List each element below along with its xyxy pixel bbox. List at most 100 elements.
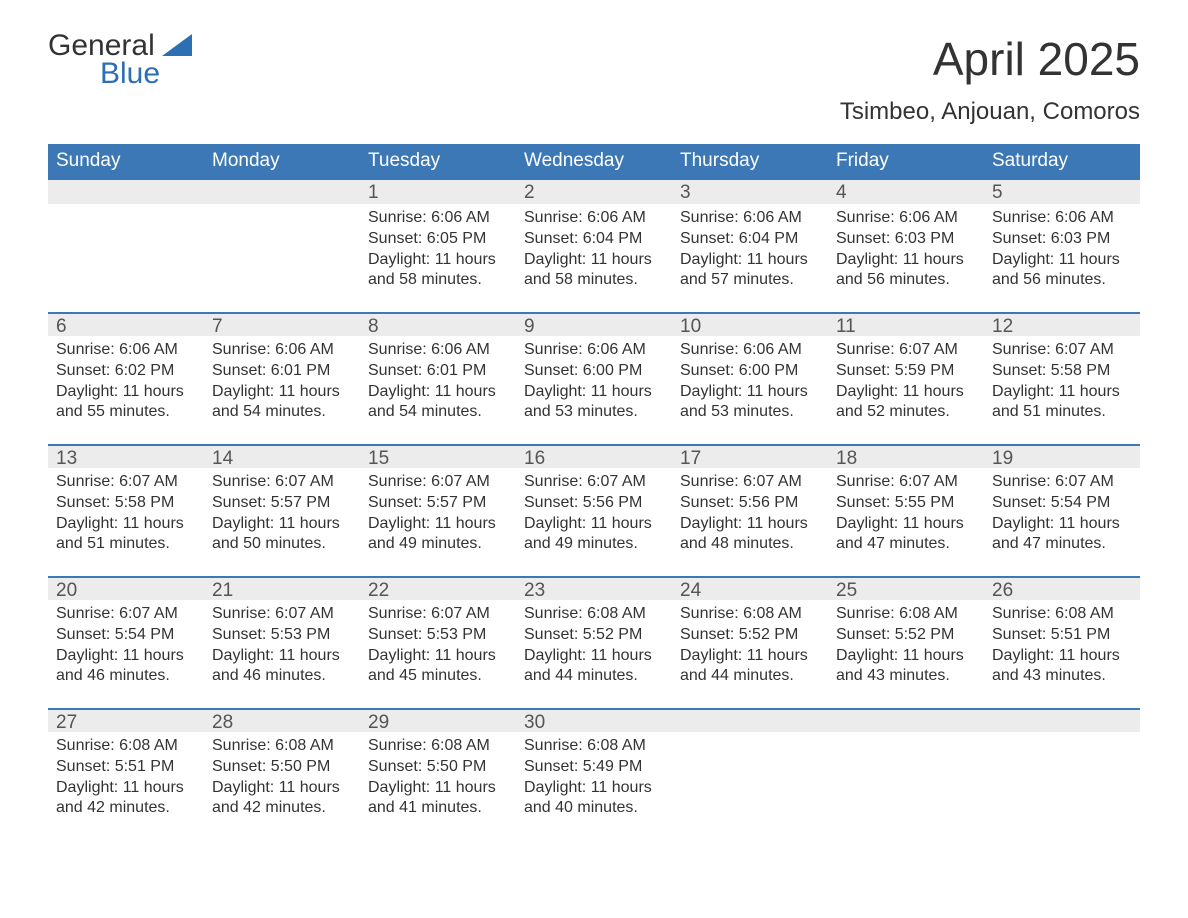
location: Tsimbeo, Anjouan, Comoros: [840, 98, 1140, 126]
day-cell: Sunrise: 6:07 AMSunset: 5:58 PMDaylight:…: [48, 468, 204, 576]
logo-word2: Blue: [100, 57, 160, 91]
day-cell: Sunrise: 6:07 AMSunset: 5:56 PMDaylight:…: [672, 468, 828, 576]
day-number: 28: [204, 710, 360, 732]
day-details: Sunrise: 6:07 AMSunset: 5:53 PMDaylight:…: [204, 600, 360, 687]
sunrise-text: Sunrise: 6:07 AM: [836, 472, 978, 493]
sunrise-text: Sunrise: 6:06 AM: [212, 340, 354, 361]
weekday-header: Sunday: [48, 144, 204, 180]
day-number: 14: [204, 446, 360, 468]
weekday-header: Tuesday: [360, 144, 516, 180]
day-cell: [984, 732, 1140, 840]
daylight-text: Daylight: 11 hours and 49 minutes.: [524, 514, 666, 556]
day-cell: Sunrise: 6:07 AMSunset: 5:54 PMDaylight:…: [984, 468, 1140, 576]
day-details: [984, 732, 1140, 736]
day-number: 11: [828, 314, 984, 336]
daylight-text: Daylight: 11 hours and 46 minutes.: [212, 646, 354, 688]
day-number: 8: [360, 314, 516, 336]
day-number: 3: [672, 180, 828, 204]
day-number: 4: [828, 180, 984, 204]
sunrise-text: Sunrise: 6:07 AM: [212, 604, 354, 625]
sunrise-text: Sunrise: 6:07 AM: [992, 472, 1134, 493]
sunset-text: Sunset: 6:04 PM: [680, 229, 822, 250]
sunrise-text: Sunrise: 6:06 AM: [680, 340, 822, 361]
sunrise-text: Sunrise: 6:06 AM: [368, 208, 510, 229]
daylight-text: Daylight: 11 hours and 58 minutes.: [524, 250, 666, 292]
day-number: 23: [516, 578, 672, 600]
daylight-text: Daylight: 11 hours and 43 minutes.: [992, 646, 1134, 688]
day-details: [828, 732, 984, 736]
day-details: Sunrise: 6:06 AMSunset: 6:00 PMDaylight:…: [516, 336, 672, 423]
day-number: 26: [984, 578, 1140, 600]
sunset-text: Sunset: 6:00 PM: [524, 361, 666, 382]
sunset-text: Sunset: 5:50 PM: [368, 757, 510, 778]
day-details: Sunrise: 6:07 AMSunset: 5:56 PMDaylight:…: [672, 468, 828, 555]
sunset-text: Sunset: 5:51 PM: [56, 757, 198, 778]
day-details: Sunrise: 6:06 AMSunset: 6:04 PMDaylight:…: [672, 204, 828, 291]
day-number: 7: [204, 314, 360, 336]
day-number: 24: [672, 578, 828, 600]
day-details: Sunrise: 6:08 AMSunset: 5:51 PMDaylight:…: [984, 600, 1140, 687]
weekday-header-row: SundayMondayTuesdayWednesdayThursdayFrid…: [48, 144, 1140, 180]
day-number: 25: [828, 578, 984, 600]
weekday-header: Monday: [204, 144, 360, 180]
sunrise-text: Sunrise: 6:07 AM: [212, 472, 354, 493]
day-number: 12: [984, 314, 1140, 336]
day-number: 27: [48, 710, 204, 732]
day-details: [204, 204, 360, 208]
daylight-text: Daylight: 11 hours and 49 minutes.: [368, 514, 510, 556]
day-details: Sunrise: 6:06 AMSunset: 6:02 PMDaylight:…: [48, 336, 204, 423]
day-details: Sunrise: 6:06 AMSunset: 6:01 PMDaylight:…: [360, 336, 516, 423]
sunset-text: Sunset: 5:59 PM: [836, 361, 978, 382]
sunrise-text: Sunrise: 6:07 AM: [680, 472, 822, 493]
day-cell: Sunrise: 6:07 AMSunset: 5:57 PMDaylight:…: [204, 468, 360, 576]
day-number: 22: [360, 578, 516, 600]
sunset-text: Sunset: 5:51 PM: [992, 625, 1134, 646]
day-details: Sunrise: 6:08 AMSunset: 5:51 PMDaylight:…: [48, 732, 204, 819]
day-details: Sunrise: 6:07 AMSunset: 5:59 PMDaylight:…: [828, 336, 984, 423]
daylight-text: Daylight: 11 hours and 41 minutes.: [368, 778, 510, 820]
daylight-text: Daylight: 11 hours and 57 minutes.: [680, 250, 822, 292]
sunrise-text: Sunrise: 6:06 AM: [56, 340, 198, 361]
day-details: Sunrise: 6:07 AMSunset: 5:57 PMDaylight:…: [204, 468, 360, 555]
daylight-text: Daylight: 11 hours and 44 minutes.: [680, 646, 822, 688]
sunrise-text: Sunrise: 6:08 AM: [524, 604, 666, 625]
sunset-text: Sunset: 5:52 PM: [680, 625, 822, 646]
day-details: Sunrise: 6:07 AMSunset: 5:53 PMDaylight:…: [360, 600, 516, 687]
day-cell: Sunrise: 6:07 AMSunset: 5:53 PMDaylight:…: [204, 600, 360, 708]
daylight-text: Daylight: 11 hours and 50 minutes.: [212, 514, 354, 556]
day-cell: Sunrise: 6:06 AMSunset: 6:03 PMDaylight:…: [828, 204, 984, 312]
sunrise-text: Sunrise: 6:06 AM: [368, 340, 510, 361]
top-bar: General Blue April 2025 Tsimbeo, Anjouan…: [48, 32, 1140, 126]
daylight-text: Daylight: 11 hours and 46 minutes.: [56, 646, 198, 688]
sunrise-text: Sunrise: 6:07 AM: [368, 604, 510, 625]
day-cell: Sunrise: 6:08 AMSunset: 5:49 PMDaylight:…: [516, 732, 672, 840]
sunrise-text: Sunrise: 6:07 AM: [56, 604, 198, 625]
sunrise-text: Sunrise: 6:08 AM: [836, 604, 978, 625]
weekday-header: Thursday: [672, 144, 828, 180]
day-details: Sunrise: 6:07 AMSunset: 5:57 PMDaylight:…: [360, 468, 516, 555]
sunset-text: Sunset: 5:57 PM: [368, 493, 510, 514]
day-details: Sunrise: 6:08 AMSunset: 5:52 PMDaylight:…: [516, 600, 672, 687]
sunset-text: Sunset: 5:52 PM: [836, 625, 978, 646]
day-details: Sunrise: 6:06 AMSunset: 6:04 PMDaylight:…: [516, 204, 672, 291]
sunrise-text: Sunrise: 6:07 AM: [368, 472, 510, 493]
day-number: [48, 180, 204, 204]
day-number: [984, 710, 1140, 732]
day-cell: Sunrise: 6:08 AMSunset: 5:52 PMDaylight:…: [516, 600, 672, 708]
day-cell: [204, 204, 360, 312]
daylight-text: Daylight: 11 hours and 51 minutes.: [992, 382, 1134, 424]
day-number: 18: [828, 446, 984, 468]
day-number: 10: [672, 314, 828, 336]
daylight-text: Daylight: 11 hours and 42 minutes.: [212, 778, 354, 820]
sunset-text: Sunset: 5:49 PM: [524, 757, 666, 778]
sail-icon: [162, 32, 196, 63]
sunrise-text: Sunrise: 6:07 AM: [524, 472, 666, 493]
daylight-text: Daylight: 11 hours and 51 minutes.: [56, 514, 198, 556]
sunrise-text: Sunrise: 6:08 AM: [524, 736, 666, 757]
weekday-header: Saturday: [984, 144, 1140, 180]
sunrise-text: Sunrise: 6:06 AM: [836, 208, 978, 229]
day-cell: Sunrise: 6:07 AMSunset: 5:54 PMDaylight:…: [48, 600, 204, 708]
sunset-text: Sunset: 6:03 PM: [992, 229, 1134, 250]
day-cell: [672, 732, 828, 840]
sunrise-text: Sunrise: 6:07 AM: [992, 340, 1134, 361]
